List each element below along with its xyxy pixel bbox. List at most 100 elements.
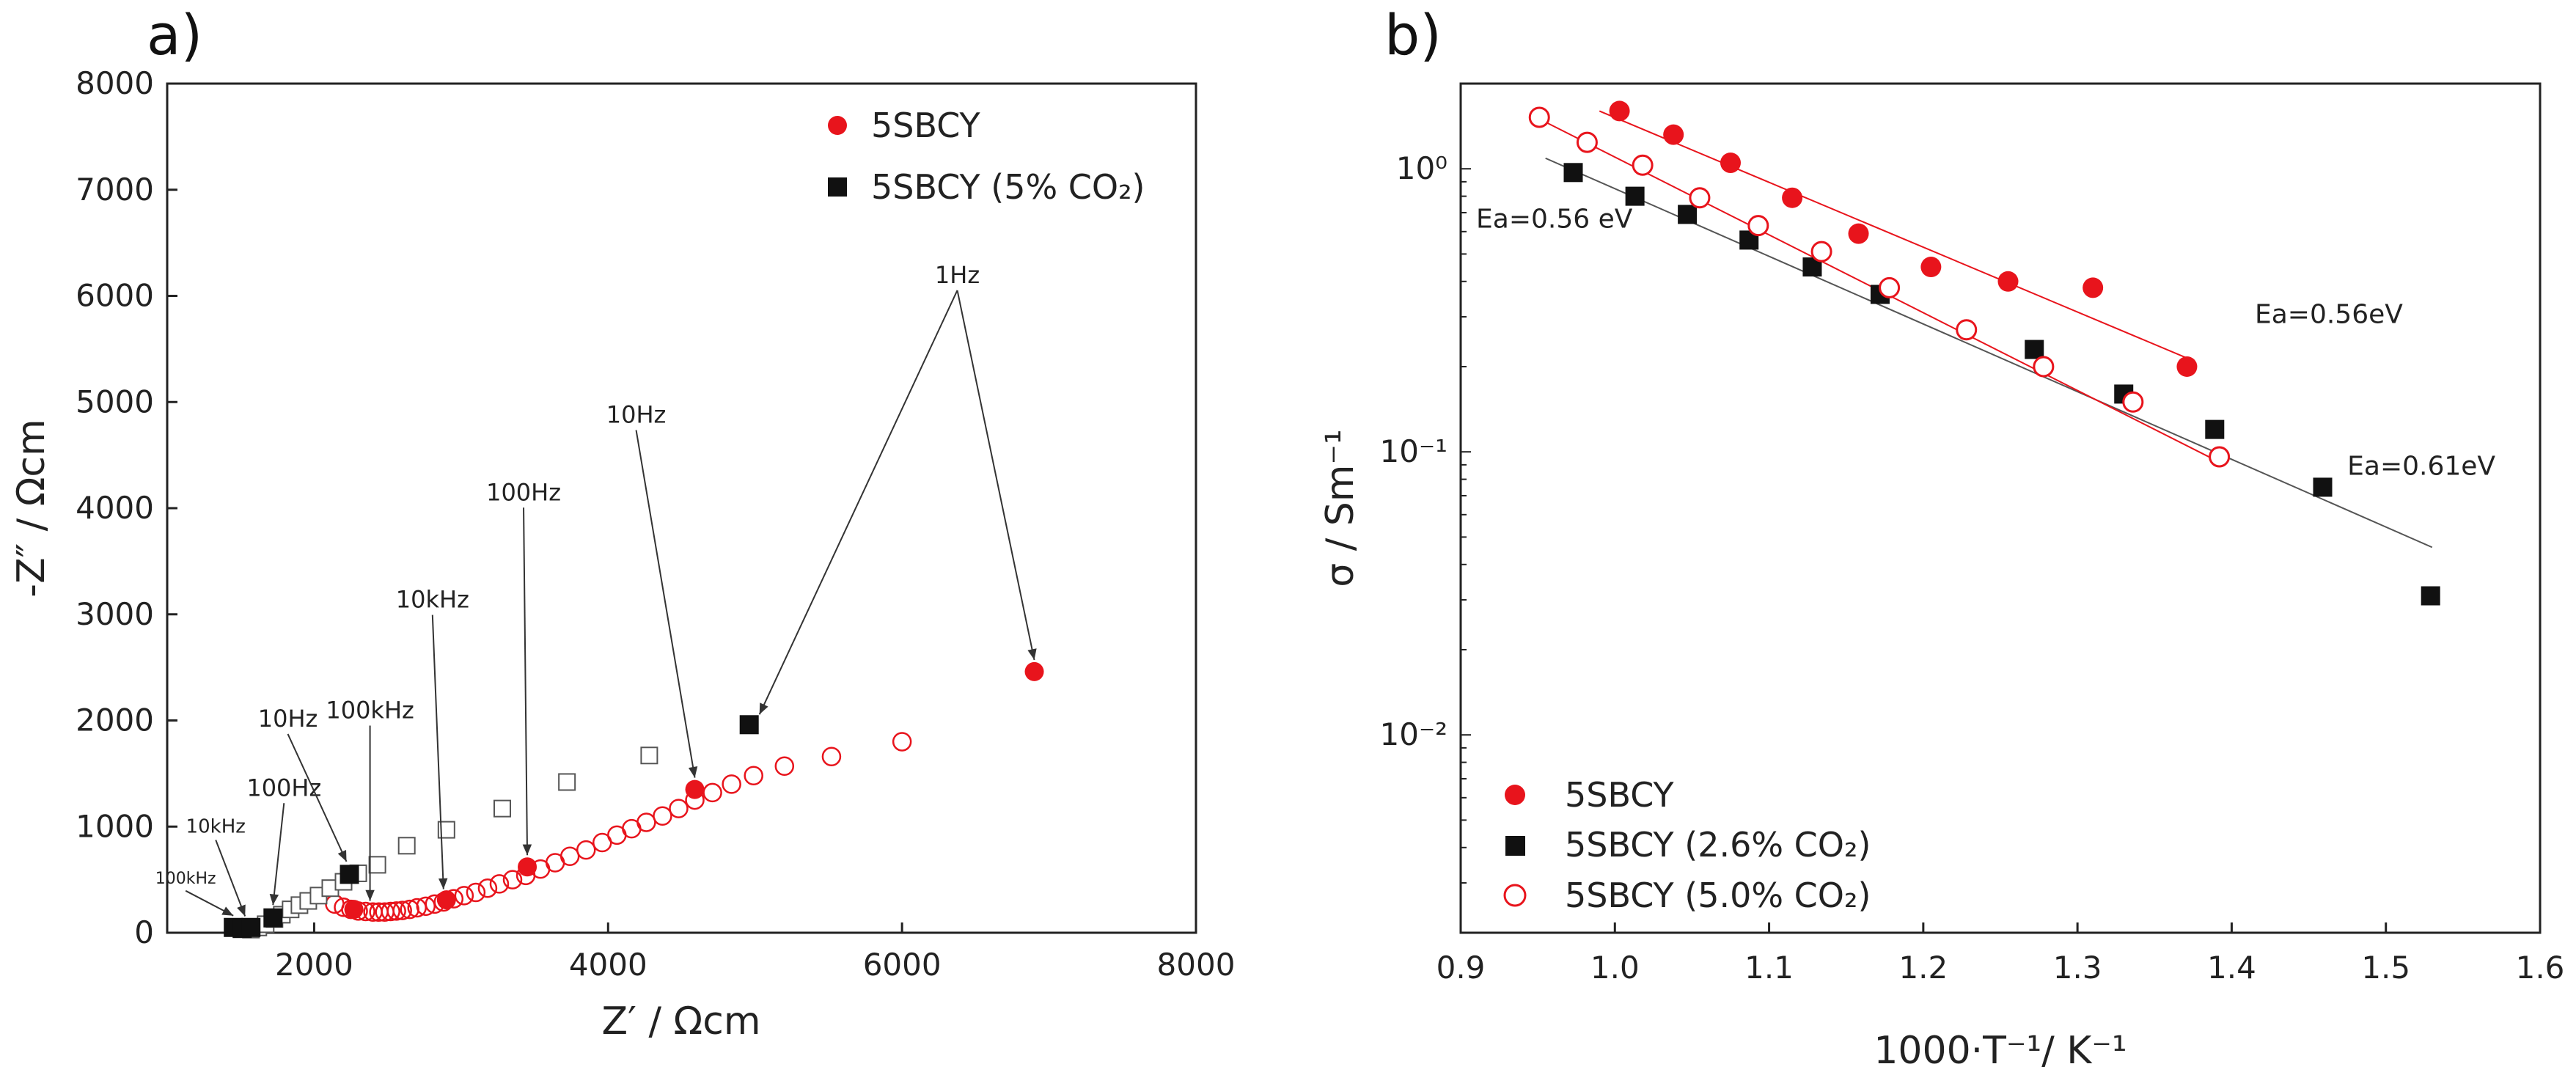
panel-b-xtick-label: 1.6	[2516, 950, 2565, 986]
panel-a-point-open-circle	[722, 774, 741, 794]
panel-b-point-filled-circle	[1782, 187, 1803, 208]
panel-a-ytick-label: 5000	[76, 384, 154, 419]
panel-b-point-open-circle	[1632, 154, 1654, 176]
panel-a-annotation-arrow	[635, 430, 696, 778]
legend-marker-5sbcy	[828, 116, 847, 135]
panel-b-point-filled-circle	[2176, 356, 2198, 377]
panel-a-point-open-circle	[774, 756, 795, 776]
panel-b-xtick-label: 1.1	[1744, 950, 1794, 986]
panel-b-point-filled-square	[1625, 186, 1645, 206]
panel-b-legend: 5SBCY 5SBCY (2.6% CO₂) 5SBCY (5.0% CO₂)	[1503, 775, 1871, 915]
panel-a-label: a)	[147, 2, 202, 67]
panel-b-ylabel: σ / Sm⁻¹	[1318, 429, 1362, 587]
panel-a-annotation-arrowhead	[221, 906, 234, 916]
panel-b-point-filled-square	[1563, 163, 1583, 183]
panel-a-point-open-circle	[669, 799, 689, 818]
panel-a-point-open-circle	[416, 896, 436, 917]
panel-b-chart: b) 0.9 1.0 1.1 1.2 1.3 1.4 1.5 1.6 10⁻² 10⁻¹ 10⁰ 1…	[1318, 2, 2564, 1073]
panel-b-xtick-label: 1.4	[2207, 950, 2256, 986]
panel-a-point-open-square	[397, 837, 416, 855]
panel-b-ytick-label: 10⁻¹	[1380, 433, 1447, 469]
panel-a-point-filled-square	[739, 715, 759, 735]
panel-a-point-open-circle	[744, 766, 763, 786]
panel-b-axes: 0.9 1.0 1.1 1.2 1.3 1.4 1.5 1.6 10⁻² 10⁻¹ 10⁰	[1380, 83, 2565, 986]
panel-b-activation-energy-label: Ea=0.61eV	[2347, 451, 2495, 481]
panel-b-markers	[1528, 100, 2440, 606]
panel-a-point-open-square	[437, 821, 455, 839]
panel-a-point-filled-circle	[685, 779, 705, 799]
panel-a-point-open-square	[493, 799, 511, 818]
panel-b-point-open-circle	[1576, 131, 1598, 153]
panel-a-annotation-label: 100kHz	[155, 870, 216, 888]
panel-a-point-open-circle	[559, 846, 580, 867]
panel-a-point-filled-square	[340, 865, 359, 884]
legend-label-5sbcy: 5SBCY	[1565, 775, 1675, 815]
panel-a-annotation-arrow	[287, 733, 348, 862]
legend-marker-5sbcy-2-6-co2	[1505, 836, 1525, 856]
panel-a-point-open-square	[368, 856, 386, 874]
panel-a-point-open-square	[558, 773, 576, 791]
panel-a-ytick-label: 8000	[76, 65, 154, 101]
panel-b-xlabel: 1000·T⁻¹/ K⁻¹	[1874, 1029, 2127, 1073]
panel-a-point-open-circle	[653, 806, 672, 826]
panel-a-point-filled-circle	[436, 890, 456, 910]
panel-a-point-open-circle	[477, 878, 498, 898]
panel-b-point-open-circle	[2209, 446, 2231, 468]
panel-b-xtick-label: 0.9	[1436, 950, 1486, 986]
panel-b-point-filled-circle	[1720, 153, 1741, 174]
legend-marker-5sbcy	[1505, 785, 1525, 805]
panel-a-point-open-circle	[821, 746, 842, 766]
panel-a-annotation-arrowhead	[759, 702, 768, 715]
panel-b-point-filled-square	[2025, 340, 2044, 359]
panel-b-point-open-circle	[1956, 319, 1978, 341]
panel-b-ytick-label: 10⁻²	[1380, 716, 1447, 752]
panel-a-point-filled-circle	[518, 857, 537, 877]
panel-b-point-filled-circle	[1997, 271, 2019, 292]
panel-a-point-open-circle	[576, 840, 596, 860]
panel-a-annotation-arrowhead	[688, 766, 698, 778]
panel-a-annotation-arrowhead	[365, 889, 375, 901]
panel-a-point-filled-square	[263, 908, 283, 928]
panel-a-chart: a) 2000 4000 6000 8000 0 1000 2000 3000 4000 5000…	[10, 2, 1235, 1043]
panel-b-point-filled-square	[2313, 477, 2333, 497]
panel-a-annotation-label: 10kHz	[186, 815, 246, 837]
panel-a-annotation-label: 1Hz	[935, 261, 980, 289]
panel-a-annotation-label: 100Hz	[246, 774, 321, 801]
panel-a-annotation-arrow	[523, 507, 529, 856]
legend-label-5sbcy-2-6-co2: 5SBCY (2.6% CO₂)	[1565, 825, 1871, 865]
panel-a-ytick-label: 1000	[76, 808, 154, 844]
panel-b-fit-line	[1599, 110, 2194, 362]
panel-b-plot-frame	[1459, 82, 2542, 934]
panel-b-activation-energy-label: Ea=0.56 eV	[1476, 204, 1633, 234]
panel-b-point-filled-circle	[1609, 100, 1630, 122]
panel-a-ytick-label: 2000	[76, 702, 154, 738]
panel-a-point-open-circle	[702, 782, 722, 803]
panel-b-point-open-circle	[1879, 276, 1901, 298]
panel-a-point-open-circle	[392, 900, 412, 920]
panel-a-ytick-label: 6000	[76, 278, 154, 314]
panel-a-filled-markers	[224, 661, 1044, 939]
panel-a-axes: 2000 4000 6000 8000 0 1000 2000 3000 4000 5000 600…	[76, 65, 1235, 983]
panel-a-open-markers	[242, 732, 912, 939]
legend-label-5sbcy: 5SBCY	[871, 106, 981, 145]
panel-a-xlabel: Z′ / Ωcm	[602, 999, 761, 1043]
panel-a-xtick-label: 4000	[569, 947, 647, 983]
panel-b-point-filled-circle	[1663, 124, 1684, 145]
panel-a-annotation-label: 10Hz	[606, 401, 667, 429]
panel-a-annotation-arrow	[956, 290, 1035, 661]
panel-a-ytick-label: 3000	[76, 596, 154, 632]
panel-a-point-open-circle	[386, 901, 406, 921]
panel-b-ytick-label: 10⁰	[1396, 150, 1447, 186]
panel-a-legend: 5SBCY 5SBCY (5% CO₂)	[828, 106, 1145, 207]
panel-a-plot-frame	[166, 82, 1197, 934]
panel-a-xtick-label: 2000	[275, 947, 353, 983]
panel-b-xtick-label: 1.2	[1898, 950, 1948, 986]
panel-a-point-open-circle	[466, 882, 486, 903]
panel-b-annotations: Ea=0.56 eV Ea=0.56eV Ea=0.61eV	[1476, 204, 2495, 481]
panel-b-point-filled-square	[2421, 586, 2440, 606]
panel-b-xtick-label: 1.0	[1590, 950, 1640, 986]
panel-a-point-open-square	[640, 746, 658, 765]
panel-b-label: b)	[1384, 2, 1442, 67]
panel-a-point-filled-circle	[1024, 661, 1044, 681]
